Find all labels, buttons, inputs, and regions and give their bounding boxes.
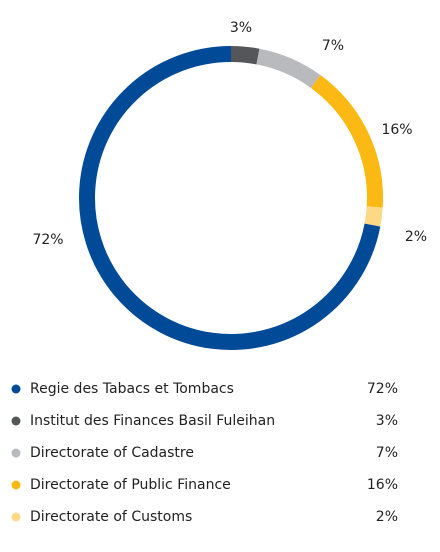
legend-value: 7%: [376, 445, 398, 461]
slice-label: 16%: [381, 122, 412, 138]
slice-label: 3%: [230, 20, 252, 36]
donut-slice: [364, 206, 383, 227]
legend-swatch: [11, 416, 21, 426]
legend-swatch: [11, 480, 21, 490]
legend-value: 16%: [367, 477, 398, 493]
legend-value: 3%: [376, 413, 398, 429]
legend-label: Institut des Finances Basil Fuleihan: [30, 413, 275, 429]
donut-slice: [256, 48, 321, 89]
legend-swatch: [11, 384, 21, 394]
legend-label: Directorate of Public Finance: [30, 477, 231, 493]
legend-value: 2%: [376, 509, 398, 525]
legend-value: 72%: [367, 381, 398, 397]
legend-label: Directorate of Customs: [30, 509, 192, 525]
legend-swatch: [11, 512, 21, 522]
donut-slice: [79, 46, 381, 350]
legend-label: Regie des Tabacs et Tombacs: [30, 381, 234, 397]
slice-label: 72%: [32, 232, 63, 248]
slice-label: 7%: [322, 38, 344, 54]
donut-slice: [230, 46, 260, 65]
slice-label: 2%: [405, 229, 427, 245]
legend-label: Directorate of Cadastre: [30, 445, 194, 461]
donut-slice: [310, 75, 383, 208]
legend-swatch: [11, 448, 21, 458]
